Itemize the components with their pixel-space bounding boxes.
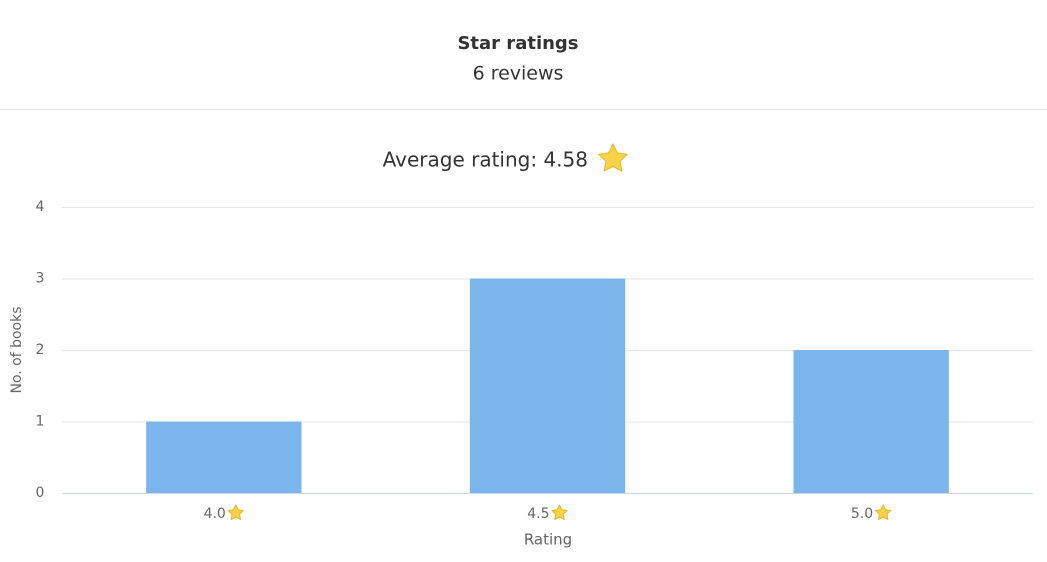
x-tick-label: 5.0 bbox=[851, 506, 873, 522]
star-icon bbox=[227, 504, 244, 520]
star-icon bbox=[875, 504, 892, 520]
bar bbox=[469, 278, 626, 493]
chart-title: Average rating: 4.58 bbox=[383, 148, 588, 172]
star-icon bbox=[598, 143, 628, 172]
y-tick-label: 4 bbox=[36, 199, 45, 215]
y-tick-label: 2 bbox=[36, 342, 45, 358]
x-tick-label: 4.5 bbox=[527, 506, 549, 522]
star-icon bbox=[551, 504, 568, 520]
y-tick-label: 3 bbox=[36, 271, 45, 287]
x-axis-label: Rating bbox=[524, 531, 572, 549]
bar bbox=[793, 350, 949, 493]
y-axis-label: No. of books bbox=[9, 306, 25, 393]
x-tick-label: 4.0 bbox=[204, 506, 226, 522]
y-tick-label: 1 bbox=[36, 414, 45, 430]
header-title: Star ratings bbox=[457, 33, 578, 54]
header-subtitle: 6 reviews bbox=[473, 63, 564, 85]
bar bbox=[146, 421, 302, 493]
y-tick-label: 0 bbox=[36, 485, 45, 501]
